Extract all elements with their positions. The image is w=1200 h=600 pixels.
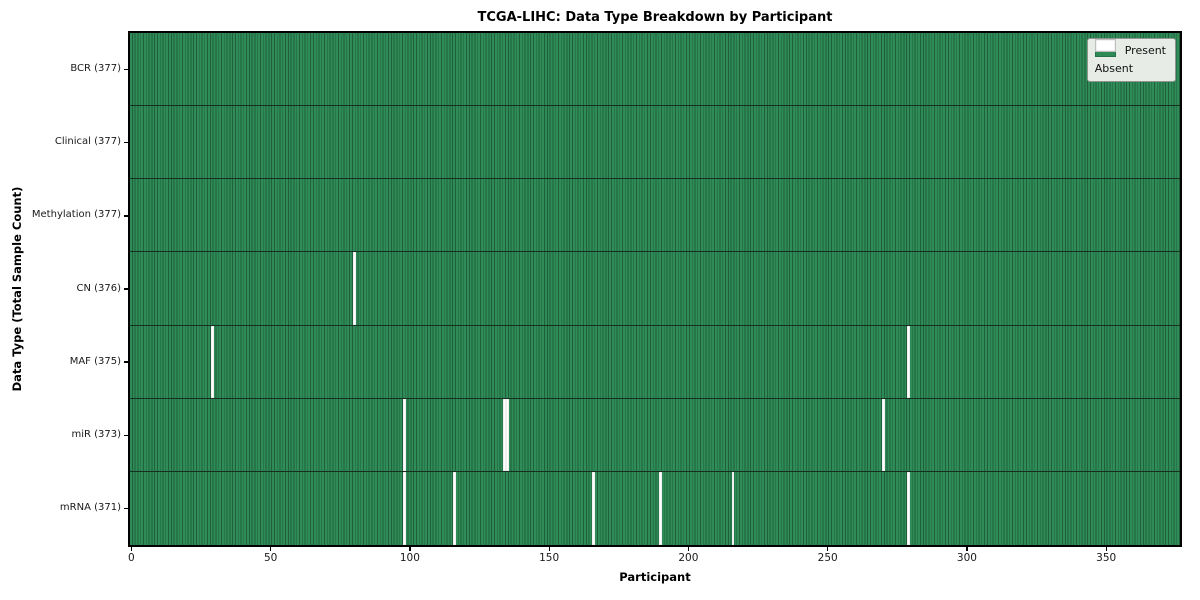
y-tick-label: BCR (377) <box>70 63 121 75</box>
legend-label-absent: Absent <box>1094 62 1134 75</box>
x-tick-mark <box>1105 547 1107 551</box>
y-tick-mark <box>124 507 128 510</box>
x-tick-mark <box>409 547 411 551</box>
legend: Present Absent <box>1086 38 1176 82</box>
x-tick-label: 50 <box>263 552 278 564</box>
absent-cell <box>505 398 509 471</box>
legend-label-present: Present <box>1124 44 1166 57</box>
heatmap-row <box>130 252 1180 326</box>
y-tick-mark <box>124 215 128 217</box>
heatmap-rows <box>130 33 1180 545</box>
y-tick-label: Clinical (377) <box>54 136 121 148</box>
legend-item-absent: Absent <box>1094 39 1166 75</box>
y-tick-label: mRNA (371) <box>59 501 121 513</box>
x-tick-mark <box>269 547 272 551</box>
absent-cell <box>352 252 356 325</box>
heatmap-row <box>130 471 1180 545</box>
plot-area: Present Absent <box>128 31 1182 547</box>
x-tick-mark <box>548 547 550 551</box>
y-tick-label: MAF (375) <box>69 355 121 367</box>
x-tick-label: 100 <box>399 552 420 564</box>
absent-cell <box>402 471 406 545</box>
absent-cell <box>503 398 506 471</box>
absent-cell <box>907 471 910 545</box>
absent-cell <box>592 471 596 545</box>
heatmap-row <box>130 106 1180 180</box>
y-tick-mark <box>124 68 128 71</box>
y-tick-mark <box>124 361 128 363</box>
y-tick-mark <box>124 288 128 290</box>
x-tick-mark <box>966 547 968 551</box>
absent-cell <box>881 398 885 471</box>
y-tick-label: Methylation (377) <box>31 209 121 221</box>
absent-cell <box>659 471 662 545</box>
absent-cell <box>402 398 406 471</box>
heatmap-row <box>130 179 1180 253</box>
x-tick-label: 350 <box>1096 552 1117 564</box>
x-tick-label: 250 <box>817 552 838 564</box>
absent-swatch-icon <box>1094 39 1116 52</box>
x-tick-label: 300 <box>956 552 977 564</box>
x-tick-mark <box>130 547 133 551</box>
x-tick-mark <box>687 547 690 551</box>
y-tick-mark <box>124 142 128 144</box>
absent-cell <box>907 325 910 398</box>
x-axis-label: Participant <box>619 570 691 584</box>
heatmap-row <box>130 398 1180 472</box>
heatmap-row <box>130 33 1180 107</box>
chart-title: TCGA-LIHC: Data Type Breakdown by Partic… <box>477 10 833 25</box>
heatmap-row <box>130 325 1180 399</box>
x-tick-label: 200 <box>678 552 699 564</box>
x-tick-label: 150 <box>539 552 560 564</box>
absent-cell <box>731 471 735 545</box>
y-tick-label: CN (376) <box>76 282 121 294</box>
y-tick-mark <box>124 434 128 436</box>
x-tick-mark <box>827 547 829 551</box>
x-tick-label: 0 <box>128 552 135 564</box>
absent-cell <box>210 325 214 398</box>
absent-cell <box>453 471 456 545</box>
y-tick-label: miR (373) <box>71 428 121 440</box>
